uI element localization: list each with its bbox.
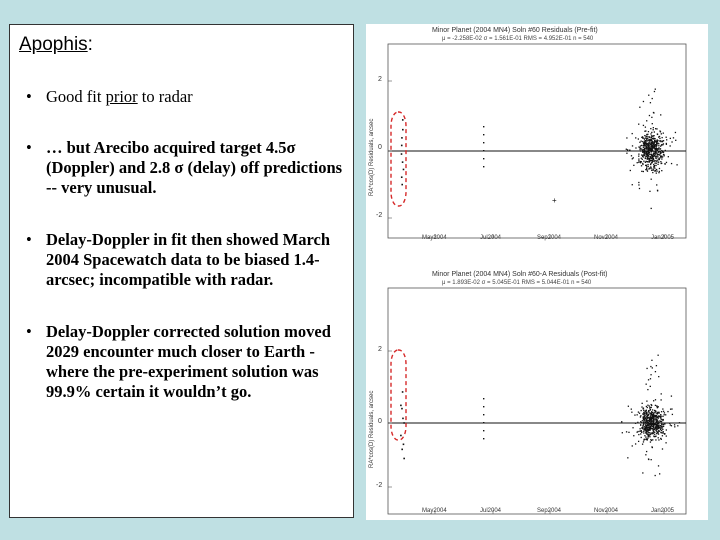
bullet-dot: • bbox=[26, 138, 32, 157]
bullet-text-underlined: prior bbox=[105, 87, 138, 106]
residual-points: + bbox=[400, 88, 678, 210]
y-tick: 2 bbox=[378, 346, 382, 353]
prefit-residual-plot: Minor Planet (2004 MN4) Soln #60 Residua… bbox=[366, 24, 708, 272]
residual-points bbox=[400, 354, 681, 477]
plot-frame bbox=[387, 43, 687, 239]
highlight-oval bbox=[390, 111, 407, 207]
bullet-dot: • bbox=[26, 87, 32, 106]
bullet-dot: • bbox=[26, 230, 32, 249]
x-tick: May2004 bbox=[422, 508, 447, 514]
postfit-plot-canvas bbox=[387, 287, 687, 515]
bullet-text: Delay-Doppler corrected solution moved 2… bbox=[46, 322, 331, 401]
bullet-item: • Good fit prior to radar bbox=[24, 87, 349, 107]
bullet-dot: • bbox=[26, 322, 32, 341]
y-tick: 0 bbox=[378, 144, 382, 151]
bullet-text-pre: Good fit bbox=[46, 87, 106, 106]
y-tick: -2 bbox=[376, 212, 383, 219]
x-tick: Jan2005 bbox=[651, 508, 675, 514]
bullet-text-post: to radar bbox=[137, 87, 193, 106]
plot-title: Minor Planet (2004 MN4) Soln #60 Residua… bbox=[432, 27, 598, 34]
y-tick: 0 bbox=[378, 418, 382, 425]
postfit-residual-plot: Minor Planet (2004 MN4) Soln #60-A Resid… bbox=[366, 268, 708, 520]
prefit-plot-canvas: + bbox=[387, 43, 687, 239]
bullet-text: … but Arecibo acquired target 4.5σ (Dopp… bbox=[46, 138, 343, 197]
bullet-item: • Delay-Doppler in fit then showed March … bbox=[24, 230, 349, 290]
x-tick: Nov2004 bbox=[594, 508, 619, 514]
plot-subtitle: μ = -2.258E-02 σ = 1.561E-01 RMS = 4.952… bbox=[442, 36, 594, 42]
slide-title: Apophis: bbox=[19, 34, 93, 56]
svg-text:+: + bbox=[552, 196, 557, 205]
x-tick: Jul2004 bbox=[480, 508, 502, 514]
plot-subtitle: μ = 1.893E-02 σ = 5.045E-01 RMS = 5.044E… bbox=[442, 280, 592, 286]
y-tick: 2 bbox=[378, 76, 382, 83]
title-name: Apophis bbox=[19, 34, 88, 55]
bullet-item: • Delay-Doppler corrected solution moved … bbox=[24, 322, 349, 402]
bullet-list: • Good fit prior to radar • … but Arecibo … bbox=[24, 87, 349, 402]
text-panel: Apophis: • Good fit prior to radar • … but… bbox=[9, 24, 354, 518]
highlight-oval bbox=[390, 349, 407, 441]
x-tick: Sep2004 bbox=[537, 508, 562, 514]
bullet-item: • … but Arecibo acquired target 4.5σ (Dop… bbox=[24, 138, 349, 198]
title-colon: : bbox=[87, 34, 93, 55]
residual-plots: Minor Planet (2004 MN4) Soln #60 Residua… bbox=[366, 24, 708, 520]
bullet-text: Delay-Doppler in fit then showed March 2… bbox=[46, 230, 331, 289]
plot-title: Minor Planet (2004 MN4) Soln #60-A Resid… bbox=[432, 271, 608, 278]
y-tick: -2 bbox=[376, 482, 383, 489]
plot-frame bbox=[387, 287, 687, 515]
